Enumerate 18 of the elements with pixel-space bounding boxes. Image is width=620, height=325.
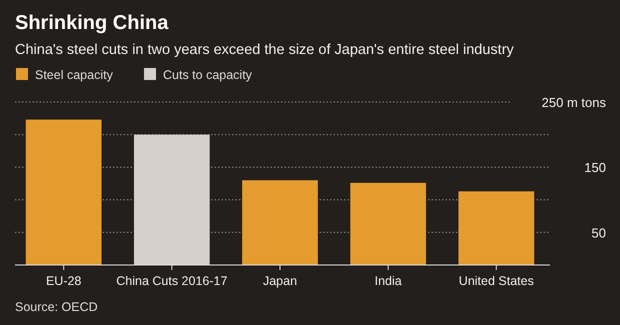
x-tick-label: Japan [262,274,298,288]
bar [26,120,102,265]
y-tick-label: 150 [584,160,606,176]
x-tick-label: China Cuts 2016-17 [116,274,228,288]
chart-title: Shrinking China [15,12,170,34]
legend-label: Steel capacity [35,68,114,82]
legend-label: Cuts to capacity [163,68,253,82]
bar [350,182,426,265]
y-tick-label: 250 m tons [542,95,606,110]
x-tick-label: India [374,274,402,288]
bar [458,191,534,265]
x-tick-label: United States [458,274,534,288]
x-tick-label: EU-28 [46,274,82,288]
bar [134,134,210,265]
chart-subtitle: China's steel cuts in two years exceed the size of Japan's entire steel industry [15,42,515,58]
source-note: Source: OECD [15,300,98,314]
bar [242,180,318,265]
y-tick-label: 50 [592,225,606,240]
